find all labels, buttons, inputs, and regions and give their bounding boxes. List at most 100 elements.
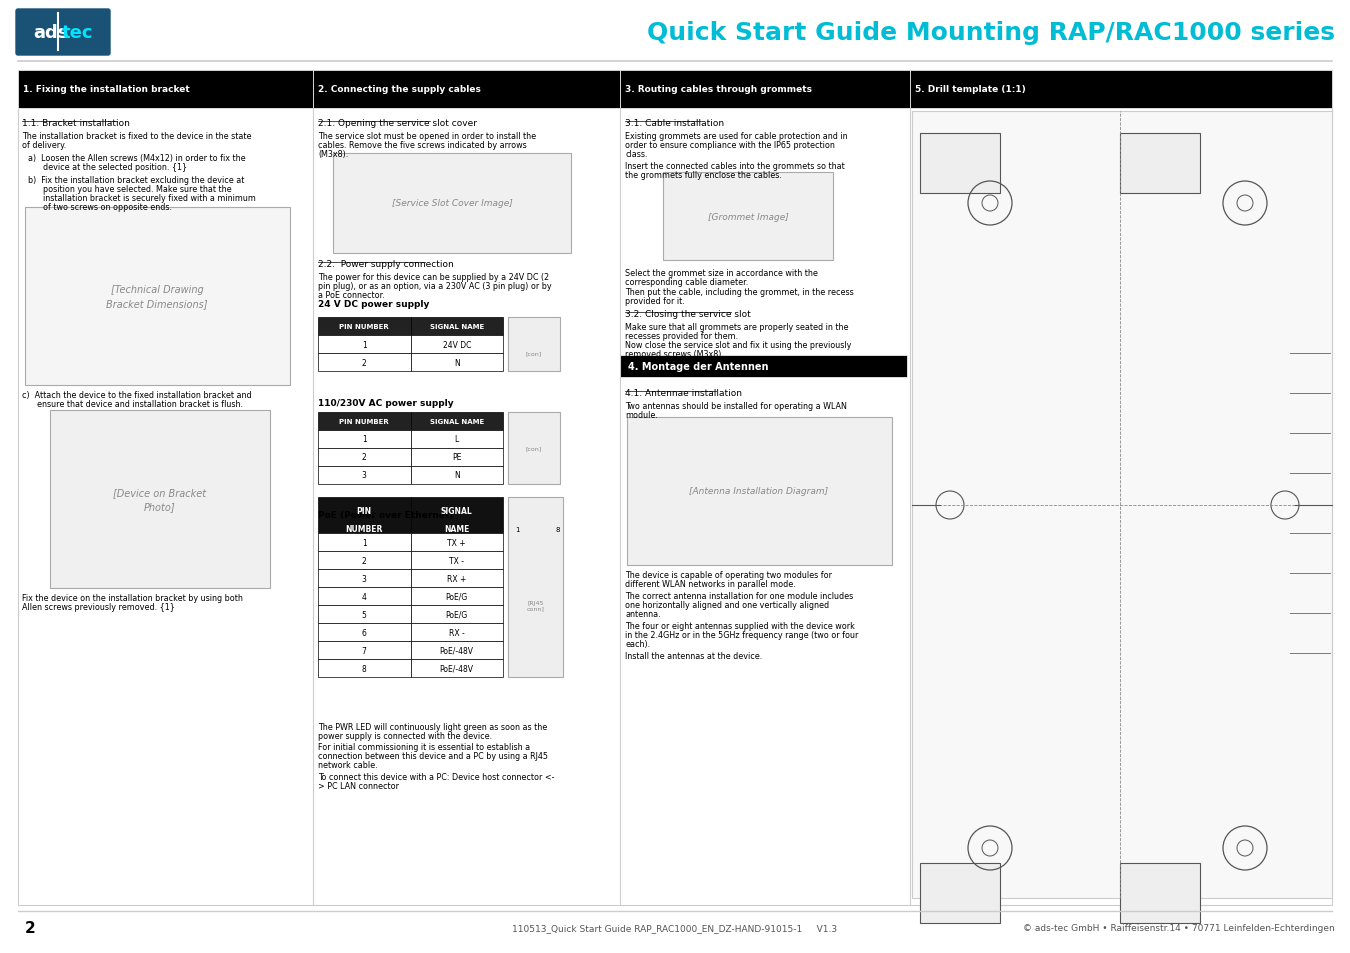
Text: PE: PE — [452, 453, 462, 462]
Bar — [319, 431, 410, 449]
Text: NAME: NAME — [444, 524, 470, 533]
Text: 3.1. Cable installation: 3.1. Cable installation — [625, 119, 724, 128]
Text: 6: 6 — [362, 628, 367, 637]
Bar — [1120, 133, 1200, 193]
Bar — [410, 605, 504, 623]
Text: SIGNAL NAME: SIGNAL NAME — [429, 324, 483, 330]
Bar — [410, 587, 504, 605]
Text: 3. Routing cables through grommets: 3. Routing cables through grommets — [625, 86, 811, 94]
Text: 8: 8 — [362, 664, 367, 673]
Bar — [319, 335, 410, 354]
Text: 2. Connecting the supply cables: 2. Connecting the supply cables — [319, 86, 481, 94]
Text: PoE/G: PoE/G — [446, 610, 468, 618]
Text: [Antenna Installation Diagram]: [Antenna Installation Diagram] — [690, 487, 829, 496]
Text: [Technical Drawing
Bracket Dimensions]: [Technical Drawing Bracket Dimensions] — [107, 285, 208, 309]
Text: [RJ45
conn]: [RJ45 conn] — [526, 600, 545, 611]
Bar — [620, 71, 910, 109]
Bar — [1120, 863, 1200, 923]
Bar — [26, 208, 290, 386]
Text: 1: 1 — [362, 435, 367, 444]
Text: 8: 8 — [555, 526, 559, 533]
Text: N: N — [454, 358, 459, 367]
Text: 1.1. Bracket installation: 1.1. Bracket installation — [22, 119, 130, 128]
Bar — [508, 317, 560, 372]
Text: To connect this device with a PC: Device host connector <-: To connect this device with a PC: Device… — [319, 772, 555, 781]
Bar — [410, 534, 504, 552]
Text: For initial commissioning it is essential to establish a: For initial commissioning it is essentia… — [319, 742, 531, 751]
Text: Install the antennas at the device.: Install the antennas at the device. — [625, 651, 763, 660]
Bar — [919, 863, 1000, 923]
FancyBboxPatch shape — [16, 10, 109, 56]
Bar — [319, 623, 410, 641]
Bar — [410, 552, 504, 569]
Bar — [319, 552, 410, 569]
Text: of two screws on opposite ends.: of two screws on opposite ends. — [28, 203, 171, 212]
Text: module.: module. — [625, 411, 657, 419]
Text: different WLAN networks in parallel mode.: different WLAN networks in parallel mode… — [625, 579, 795, 588]
Text: network cable.: network cable. — [319, 760, 378, 769]
Text: 7: 7 — [362, 646, 367, 655]
Bar — [319, 449, 410, 467]
Text: L: L — [455, 435, 459, 444]
Bar — [313, 71, 620, 109]
Text: > PC LAN connector: > PC LAN connector — [319, 781, 400, 790]
Text: pin plug), or as an option, via a 230V AC (3 pin plug) or by: pin plug), or as an option, via a 230V A… — [319, 282, 552, 291]
Text: position you have selected. Make sure that the: position you have selected. Make sure th… — [28, 185, 232, 193]
Text: SIGNAL NAME: SIGNAL NAME — [429, 418, 483, 424]
Bar — [319, 569, 410, 587]
Text: connection between this device and a PC by using a RJ45: connection between this device and a PC … — [319, 751, 548, 760]
Text: 24V DC: 24V DC — [443, 340, 471, 349]
Text: 4. Montage der Antennen: 4. Montage der Antennen — [628, 361, 768, 372]
Text: b)  Fix the installation bracket excluding the device at: b) Fix the installation bracket excludin… — [28, 175, 244, 185]
Text: 110/230V AC power supply: 110/230V AC power supply — [319, 398, 454, 408]
Text: Allen screws previously removed. {1}: Allen screws previously removed. {1} — [22, 602, 176, 612]
Bar — [319, 659, 410, 678]
Text: The correct antenna installation for one module includes: The correct antenna installation for one… — [625, 592, 853, 600]
Text: The device is capable of operating two modules for: The device is capable of operating two m… — [625, 571, 832, 579]
Text: of delivery.: of delivery. — [22, 141, 66, 150]
Bar — [410, 623, 504, 641]
Text: Now close the service slot and fix it using the previously: Now close the service slot and fix it us… — [625, 340, 852, 350]
Text: removed screws (M3x8).: removed screws (M3x8). — [625, 350, 724, 358]
Text: [con]: [con] — [526, 446, 543, 451]
Text: PoE (Power over Ethernet): PoE (Power over Ethernet) — [319, 511, 454, 519]
Text: 1: 1 — [362, 340, 367, 349]
Text: 2: 2 — [26, 921, 35, 936]
Text: ads: ads — [32, 24, 69, 42]
Text: each).: each). — [625, 639, 651, 648]
Bar — [410, 335, 504, 354]
Text: a PoE connector.: a PoE connector. — [319, 291, 385, 299]
Text: class.: class. — [625, 150, 648, 159]
Text: the grommets fully enclose the cables.: the grommets fully enclose the cables. — [625, 171, 782, 180]
Text: PIN NUMBER: PIN NUMBER — [339, 324, 389, 330]
Text: N: N — [454, 471, 459, 480]
Text: [Service Slot Cover Image]: [Service Slot Cover Image] — [392, 199, 513, 209]
Bar — [410, 497, 504, 534]
Text: Insert the connected cables into the grommets so that: Insert the connected cables into the gro… — [625, 162, 845, 171]
Bar — [18, 71, 1332, 905]
Bar — [410, 317, 504, 335]
Bar — [626, 417, 892, 565]
Bar — [333, 153, 571, 253]
Bar — [508, 497, 563, 678]
Text: RX +: RX + — [447, 574, 467, 583]
Text: [Device on Bracket
Photo]: [Device on Bracket Photo] — [113, 488, 207, 512]
Text: Make sure that all grommets are properly seated in the: Make sure that all grommets are properly… — [625, 323, 849, 332]
Text: RX -: RX - — [448, 628, 464, 637]
Bar — [620, 355, 907, 377]
Bar — [410, 449, 504, 467]
Text: 2.2.  Power supply connection: 2.2. Power supply connection — [319, 260, 454, 269]
Bar — [410, 413, 504, 431]
Text: Fix the device on the installation bracket by using both: Fix the device on the installation brack… — [22, 594, 243, 602]
Text: provided for it.: provided for it. — [625, 296, 684, 306]
Bar — [410, 641, 504, 659]
Text: (M3x8).: (M3x8). — [319, 150, 348, 159]
Text: 3: 3 — [362, 471, 367, 480]
Text: The installation bracket is fixed to the device in the state: The installation bracket is fixed to the… — [22, 132, 251, 141]
Text: TX -: TX - — [450, 556, 464, 565]
Text: [Grommet Image]: [Grommet Image] — [707, 213, 788, 221]
Text: PIN: PIN — [356, 506, 371, 515]
Text: recesses provided for them.: recesses provided for them. — [625, 332, 738, 340]
Text: 3.2. Closing the service slot: 3.2. Closing the service slot — [625, 310, 751, 318]
Text: 4: 4 — [362, 592, 367, 601]
